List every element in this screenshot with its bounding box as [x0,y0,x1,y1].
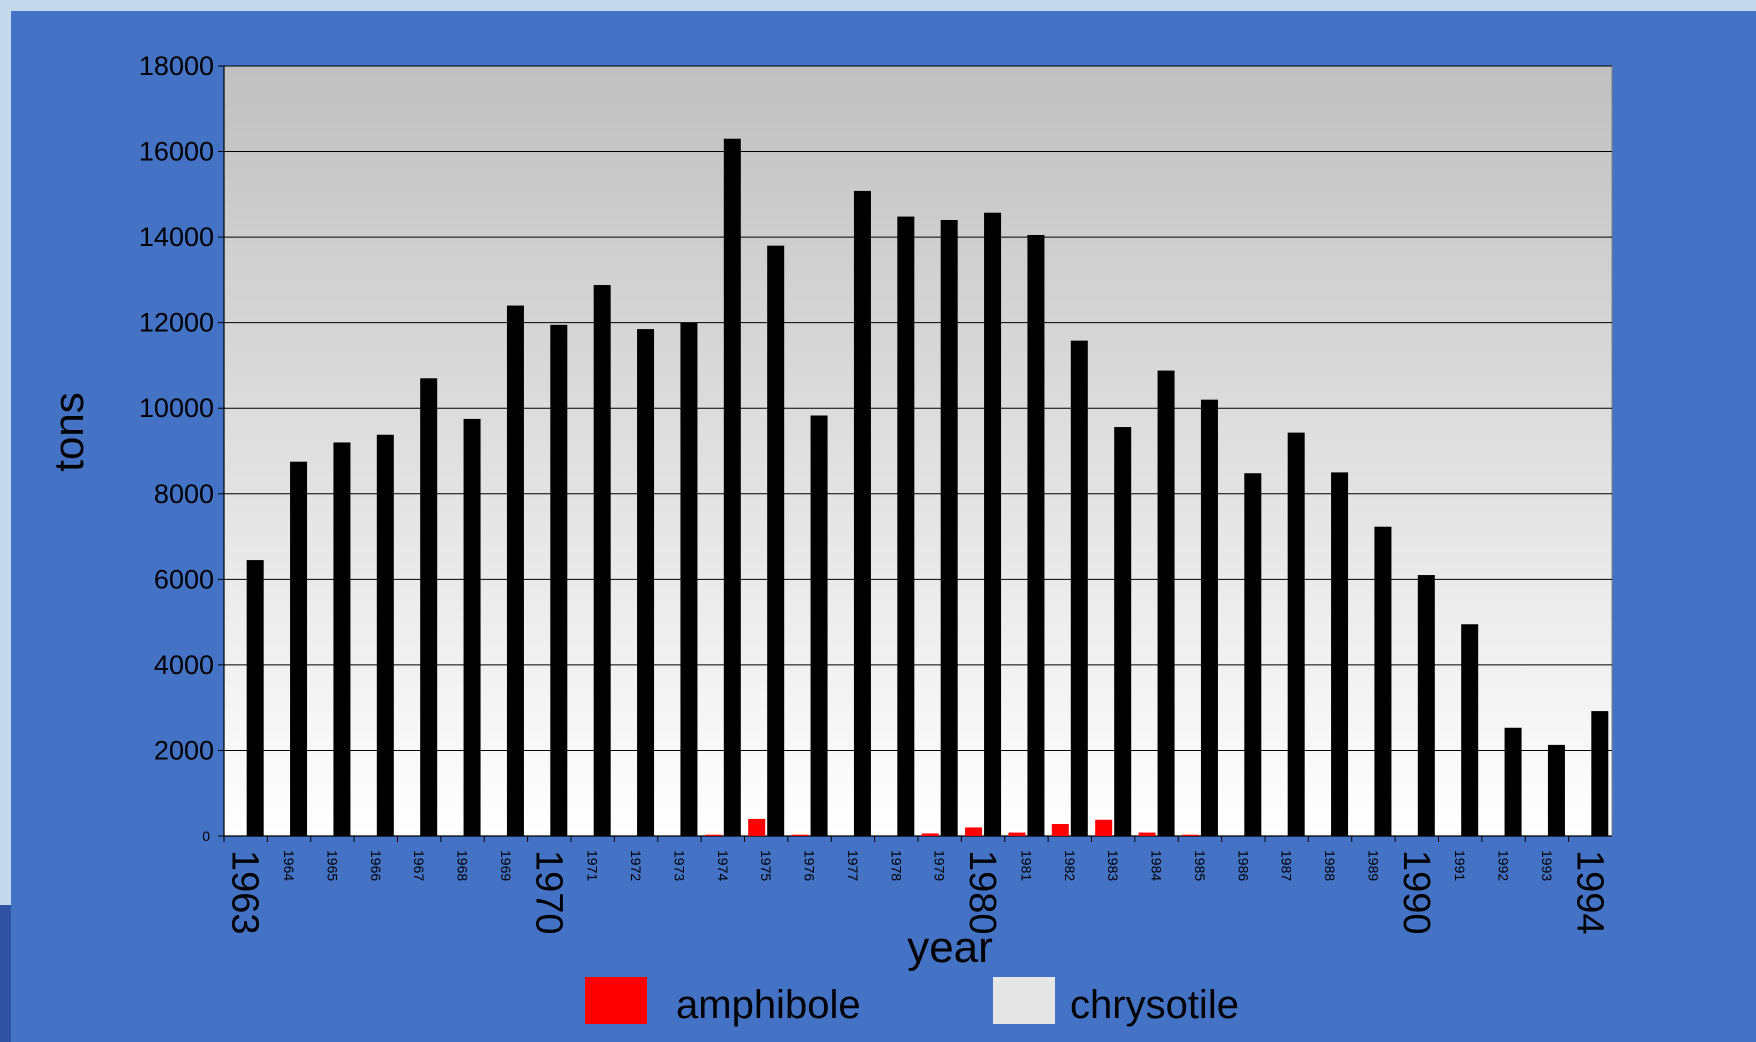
bar-1984 [1157,370,1175,836]
y-tick-label: 18000 [139,51,214,81]
x-tick-label-1977: 1977 [845,850,861,881]
x-tick-label-1991: 1991 [1452,850,1468,881]
x-tick-label-1964: 1964 [281,850,297,881]
y-tick-label: 8000 [154,479,214,509]
bar-1978 [897,216,915,837]
y-tick-label: 10000 [139,393,214,423]
bar-1983 [1114,427,1132,836]
bar-amphibole-1982 [1051,824,1069,836]
bar-1986 [1244,473,1262,836]
x-tick-label-1969: 1969 [498,850,514,881]
bar-1979 [940,220,958,836]
bar-1967 [420,378,438,836]
bar-1973 [680,322,698,837]
tick-labels: 0 2000 4000 6000 8000 10000 12000 14000 16000 180… [139,51,1610,935]
x-tick-label-1978: 1978 [888,850,904,881]
bar-1964 [290,461,308,836]
legend-swatch-chrysotile [993,977,1055,1024]
bar-amphibole-1975 [748,818,766,836]
bar-1994 [1591,711,1609,836]
slide-left-strip [0,905,11,1042]
legend-swatch-amphibole [585,977,647,1024]
y-tick-label: 16000 [139,137,214,167]
x-tick-label-1966: 1966 [368,850,384,881]
bar-1989 [1374,526,1392,836]
x-tick-label-1979: 1979 [932,850,948,881]
bar-1968 [463,418,481,836]
bar-amphibole-1983 [1095,819,1113,836]
bar-1966 [376,434,394,836]
x-tick-label-1989: 1989 [1365,850,1381,881]
x-tick-label-1988: 1988 [1322,850,1338,881]
x-tick-label-1985: 1985 [1192,850,1208,881]
bar-1991 [1461,624,1479,836]
x-tick-label-1965: 1965 [324,850,340,881]
x-tick-label-1986: 1986 [1235,850,1251,881]
y-tick-label: 4000 [154,650,214,680]
bar-1980 [984,212,1002,836]
y-axis-label: tons [45,392,92,471]
x-tick-label-1974: 1974 [715,850,731,881]
bar-amphibole-1979 [921,833,939,836]
x-tick-label-1976: 1976 [802,850,818,881]
bar-1982 [1070,340,1088,836]
x-tick-label-1992: 1992 [1496,850,1512,881]
x-tick-label-1970: 1970 [527,850,569,935]
bar-1969 [506,305,524,836]
bar-amphibole-1984 [1138,832,1156,836]
legend-label-chrysotile: chrysotile [1070,983,1239,1027]
x-axis-label: year [907,923,993,972]
x-tick-label-1984: 1984 [1149,850,1165,881]
bar-amphibole-1976 [791,834,809,836]
bar-1990 [1417,575,1435,836]
x-tick-label-1971: 1971 [585,850,601,881]
legend-label-amphibole: amphibole [676,983,861,1027]
bar-1965 [333,442,351,836]
bar-1988 [1331,472,1349,836]
bar-amphibole-1985 [1181,834,1199,836]
bar-amphibole-1981 [1008,832,1026,836]
x-tick-label-1990: 1990 [1395,850,1437,935]
bar-amphibole-1980 [965,827,983,836]
bar-1971 [593,285,611,836]
bar-1963 [246,560,264,836]
bar-1981 [1027,234,1045,836]
bars [246,138,1609,837]
x-tick-label-1993: 1993 [1539,850,1555,881]
bar-1977 [853,190,871,836]
y-tick-label: 14000 [139,222,214,252]
bar-1974 [723,138,741,836]
x-tick-label-1983: 1983 [1105,850,1121,881]
bar-1985 [1200,399,1218,836]
bar-1992 [1504,727,1522,836]
x-tick-label-1980: 1980 [961,850,1003,935]
x-tick-label-1967: 1967 [411,850,427,881]
y-tick-label: 2000 [154,735,214,765]
x-tick-label-1987: 1987 [1279,850,1295,881]
legend: amphibole chrysotile [585,977,1239,1027]
bar-amphibole-1974 [704,834,722,836]
y-tick-label: 12000 [139,308,214,338]
x-tick-label-1972: 1972 [628,850,644,881]
bar-1970 [550,324,568,836]
bar-1972 [637,329,655,836]
bar-1975 [767,245,785,836]
x-tick-label-1973: 1973 [671,850,687,881]
x-tick-label-1981: 1981 [1018,850,1034,881]
x-tick-label-1994: 1994 [1568,850,1610,935]
x-tick-label-1963: 1963 [224,850,266,935]
y-tick-label: 6000 [154,564,214,594]
bar-1993 [1547,744,1565,836]
bar-1976 [810,415,828,836]
x-tick-label-1982: 1982 [1062,850,1078,881]
x-tick-label-1968: 1968 [455,850,471,881]
y-tick-label: 0 [202,828,210,844]
bar-1987 [1287,432,1305,836]
x-tick-label-1975: 1975 [758,850,774,881]
